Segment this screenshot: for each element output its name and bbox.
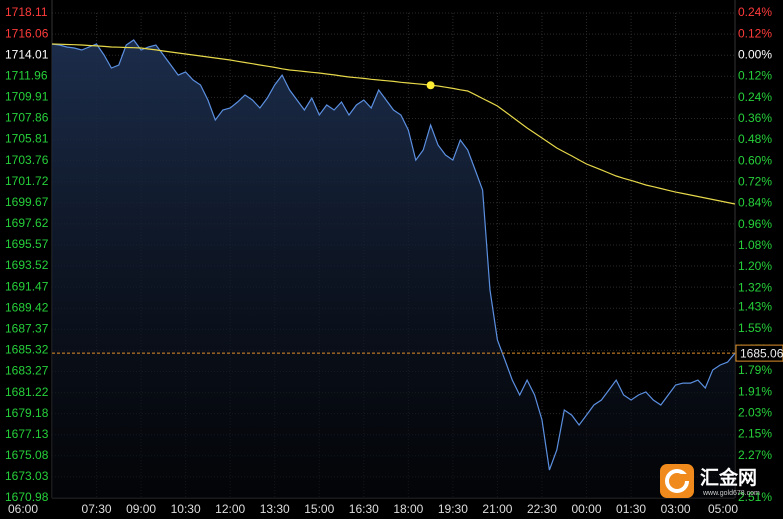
- y2-tick-label: 2.51%: [738, 490, 772, 504]
- y-tick-label: 1687.37: [5, 322, 49, 336]
- y-tick-label: 1709.91: [5, 90, 49, 104]
- y-tick-label: 1681.22: [5, 385, 49, 399]
- y2-tick-label: 0.24%: [738, 5, 772, 19]
- y-tick-label: 1697.62: [5, 216, 49, 230]
- y-tick-label: 1718.11: [5, 5, 48, 19]
- x-tick-label: 13:30: [260, 502, 290, 516]
- y2-tick-label: 2.15%: [738, 427, 772, 441]
- y-tick-label: 1695.57: [5, 237, 49, 251]
- watermark: 汇金网 www.gold678.com: [660, 464, 760, 498]
- average-line: [51, 43, 736, 205]
- y2-tick-label: 0.24%: [738, 90, 772, 104]
- y2-tick-label: 1.55%: [738, 321, 772, 335]
- x-tick-label: 22:30: [527, 502, 557, 516]
- y-tick-label: 1685.32: [5, 343, 49, 357]
- y-tick-label: 1673.03: [5, 469, 49, 483]
- y-tick-label: 1701.72: [5, 174, 49, 188]
- y2-tick-label: 1.20%: [738, 259, 772, 273]
- y-tick-label: 1675.08: [5, 448, 49, 462]
- y2-tick-label: 0.84%: [738, 196, 772, 210]
- y-tick-label: 1670.98: [5, 490, 49, 504]
- y-tick-label: 1679.18: [5, 406, 49, 420]
- x-tick-label: 00:00: [572, 502, 602, 516]
- y-tick-label: 1714.01: [5, 47, 49, 61]
- y2-tick-label: 1.43%: [738, 300, 772, 314]
- y-tick-label: 1691.47: [5, 279, 49, 293]
- y-tick-label: 1689.42: [5, 300, 49, 314]
- y-tick-label: 1716.06: [5, 26, 49, 40]
- x-tick-label: 09:00: [126, 502, 156, 516]
- x-tick-label: 05:00: [708, 502, 738, 516]
- x-tick-label: 07:30: [82, 502, 112, 516]
- x-tick-label: 21:00: [482, 502, 512, 516]
- x-tick-label: 18:00: [393, 502, 423, 516]
- last-price-label: 1685.06: [740, 346, 783, 360]
- average-marker: [426, 81, 435, 90]
- y2-tick-label: 1.08%: [738, 238, 772, 252]
- y2-tick-label: 0.96%: [738, 217, 772, 231]
- last-price-box: [735, 344, 783, 362]
- y-tick-label: 1711.96: [5, 68, 48, 82]
- y2-tick-label: 1.91%: [738, 384, 772, 398]
- watermark-url: www.gold678.com: [702, 490, 760, 497]
- logo-cut: [678, 474, 690, 481]
- watermark-name: 汇金网: [700, 466, 757, 489]
- y2-tick-label: 2.27%: [738, 448, 772, 462]
- y-tick-label: 1707.86: [5, 111, 49, 125]
- x-tick-label: 10:30: [171, 502, 201, 516]
- x-tick-label: 16:30: [349, 502, 379, 516]
- y-tick-label: 1705.81: [5, 132, 49, 146]
- y2-tick-label: 0.36%: [738, 111, 772, 125]
- price-line: [51, 39, 736, 471]
- y2-tick-label: 0.00%: [738, 47, 772, 61]
- y-tick-label: 1693.52: [5, 258, 49, 272]
- x-tick-label: 12:00: [215, 502, 245, 516]
- y2-tick-label: 0.12%: [738, 69, 772, 83]
- x-tick-label: 15:00: [304, 502, 334, 516]
- y2-tick-label: 0.60%: [738, 153, 772, 167]
- logo-icon: [660, 464, 694, 498]
- price-area: [52, 40, 735, 498]
- y2-tick-label: 1.32%: [738, 280, 772, 294]
- y2-tick-label: 0.48%: [738, 132, 772, 146]
- y2-tick-label: 0.72%: [738, 174, 772, 188]
- x-tick-label: 06:00: [8, 502, 38, 516]
- y-tick-label: 1677.13: [5, 427, 49, 441]
- y2-tick-label: 2.03%: [738, 406, 772, 420]
- y2-tick-label: 0.12%: [738, 26, 772, 40]
- x-tick-label: 01:30: [616, 502, 646, 516]
- y2-tick-label: 1.79%: [738, 363, 772, 377]
- x-tick-label: 03:00: [661, 502, 691, 516]
- x-tick-label: 19:30: [438, 502, 468, 516]
- y-tick-label: 1699.67: [5, 195, 49, 209]
- y-tick-label: 1683.27: [5, 364, 49, 378]
- y-tick-label: 1703.76: [5, 153, 49, 167]
